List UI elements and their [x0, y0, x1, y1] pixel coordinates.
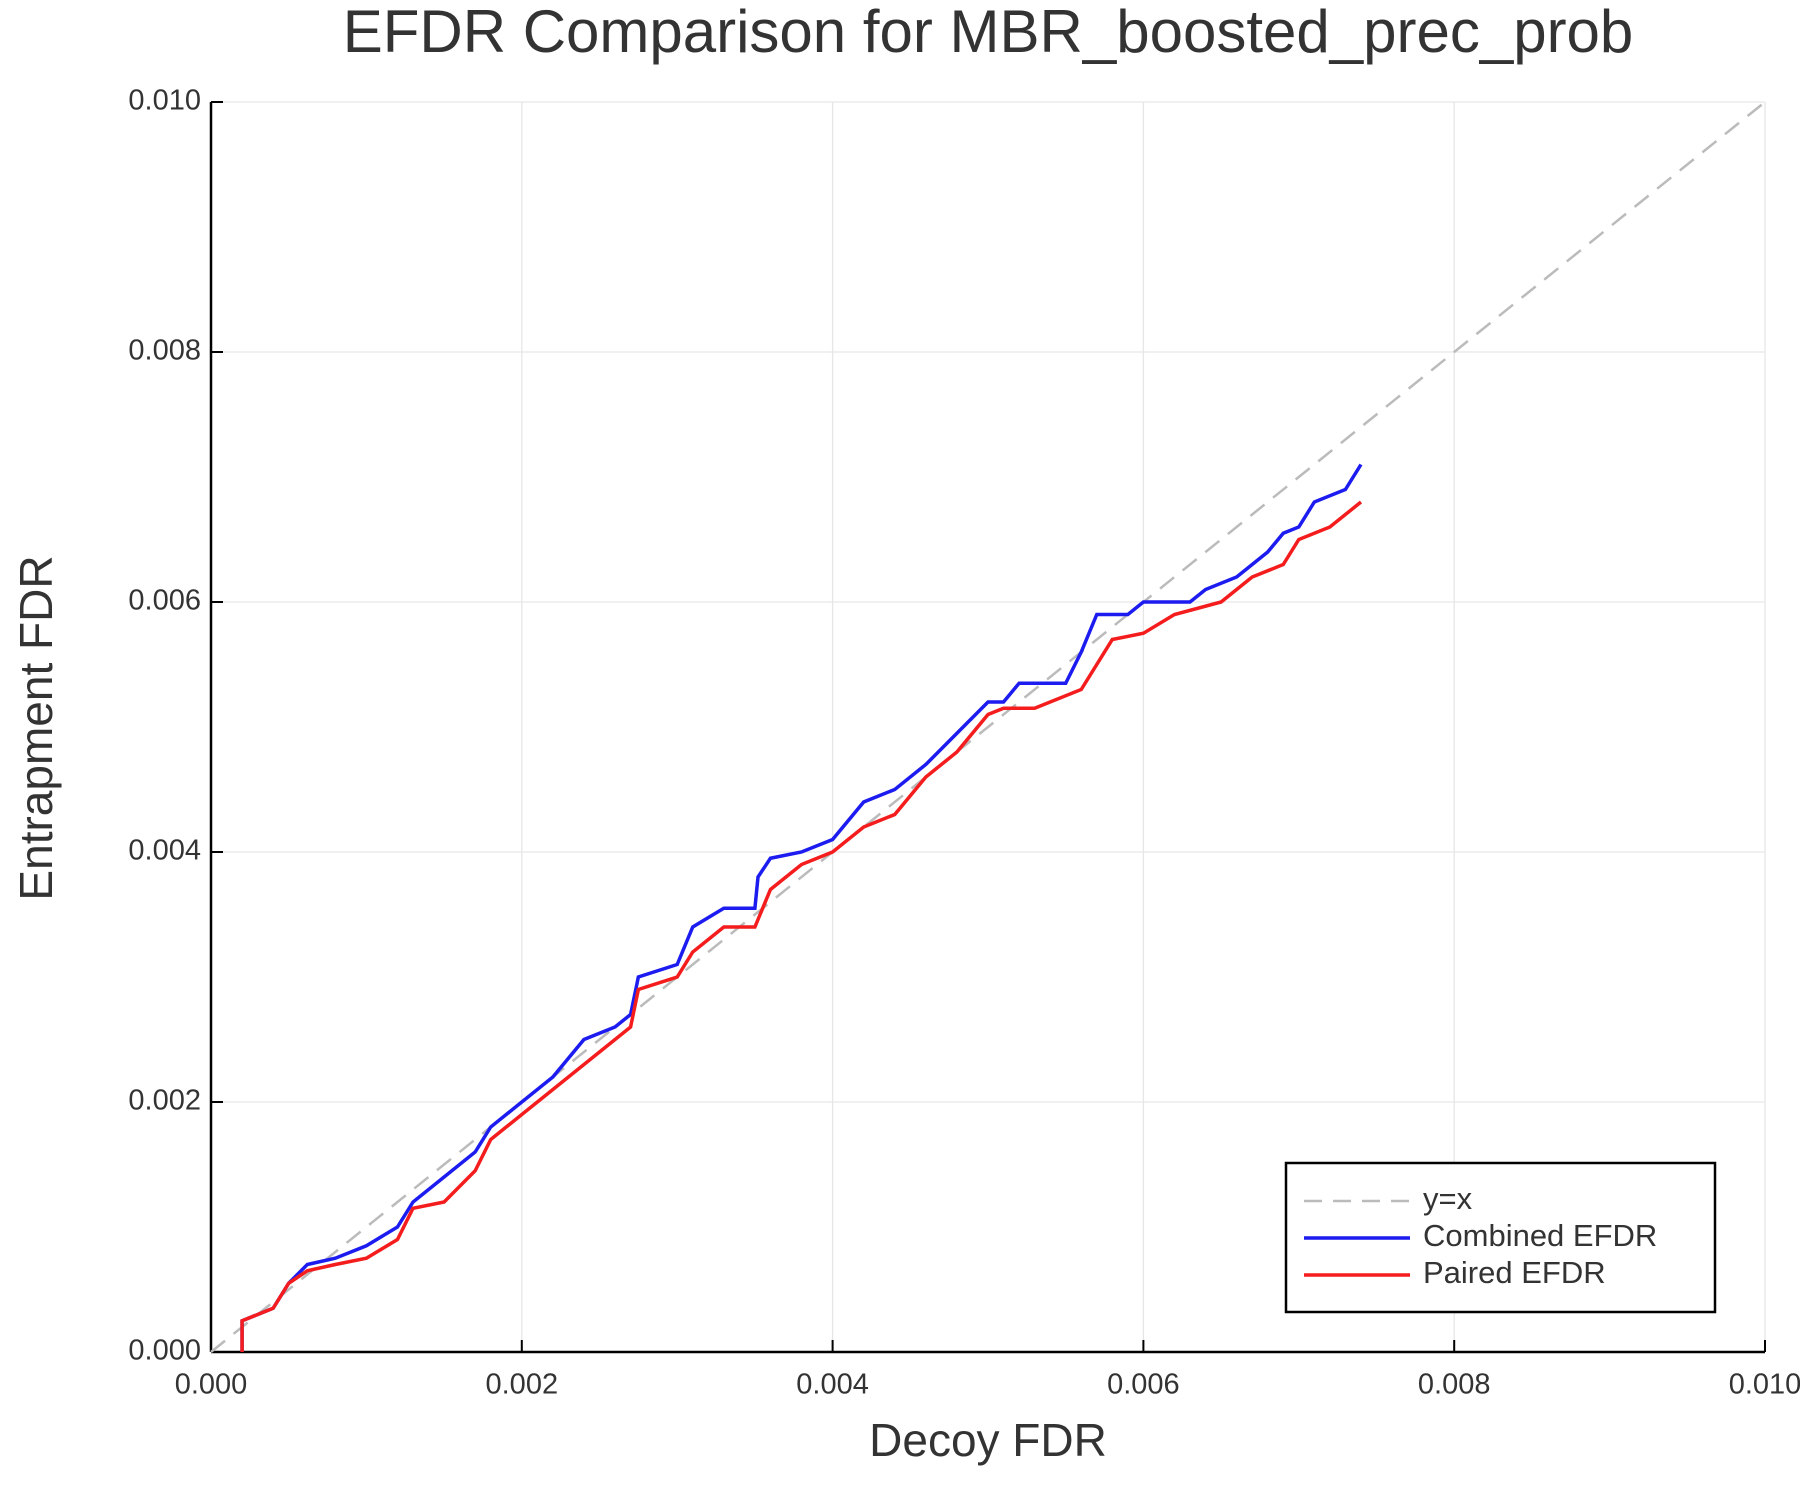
y-tick-label: 0.004 — [128, 835, 201, 867]
x-tick-label: 0.010 — [1729, 1369, 1800, 1401]
series-line — [240, 463, 1363, 1352]
x-tick-label: 0.008 — [1418, 1369, 1491, 1401]
y-tick-label: 0.006 — [128, 585, 201, 617]
legend-label: y=x — [1423, 1181, 1473, 1216]
x-axis-label: Decoy FDR — [869, 1414, 1107, 1466]
y-tick-label: 0.008 — [128, 335, 201, 367]
legend-label: Combined EFDR — [1423, 1218, 1657, 1253]
x-tick-label: 0.000 — [175, 1369, 248, 1401]
x-tick-label: 0.006 — [1107, 1369, 1180, 1401]
x-tick-label: 0.004 — [796, 1369, 869, 1401]
legend-label: Paired EFDR — [1423, 1255, 1606, 1290]
series-line — [210, 101, 1766, 1353]
y-tick-label: 0.000 — [128, 1335, 201, 1367]
y-tick-label: 0.010 — [128, 85, 201, 117]
y-tick-label: 0.002 — [128, 1085, 201, 1117]
x-tick-label: 0.002 — [486, 1369, 559, 1401]
series-line — [240, 500, 1363, 1352]
y-axis-label: Entrapment FDR — [10, 555, 62, 900]
chart-title: EFDR Comparison for MBR_boosted_prec_pro… — [343, 0, 1634, 65]
